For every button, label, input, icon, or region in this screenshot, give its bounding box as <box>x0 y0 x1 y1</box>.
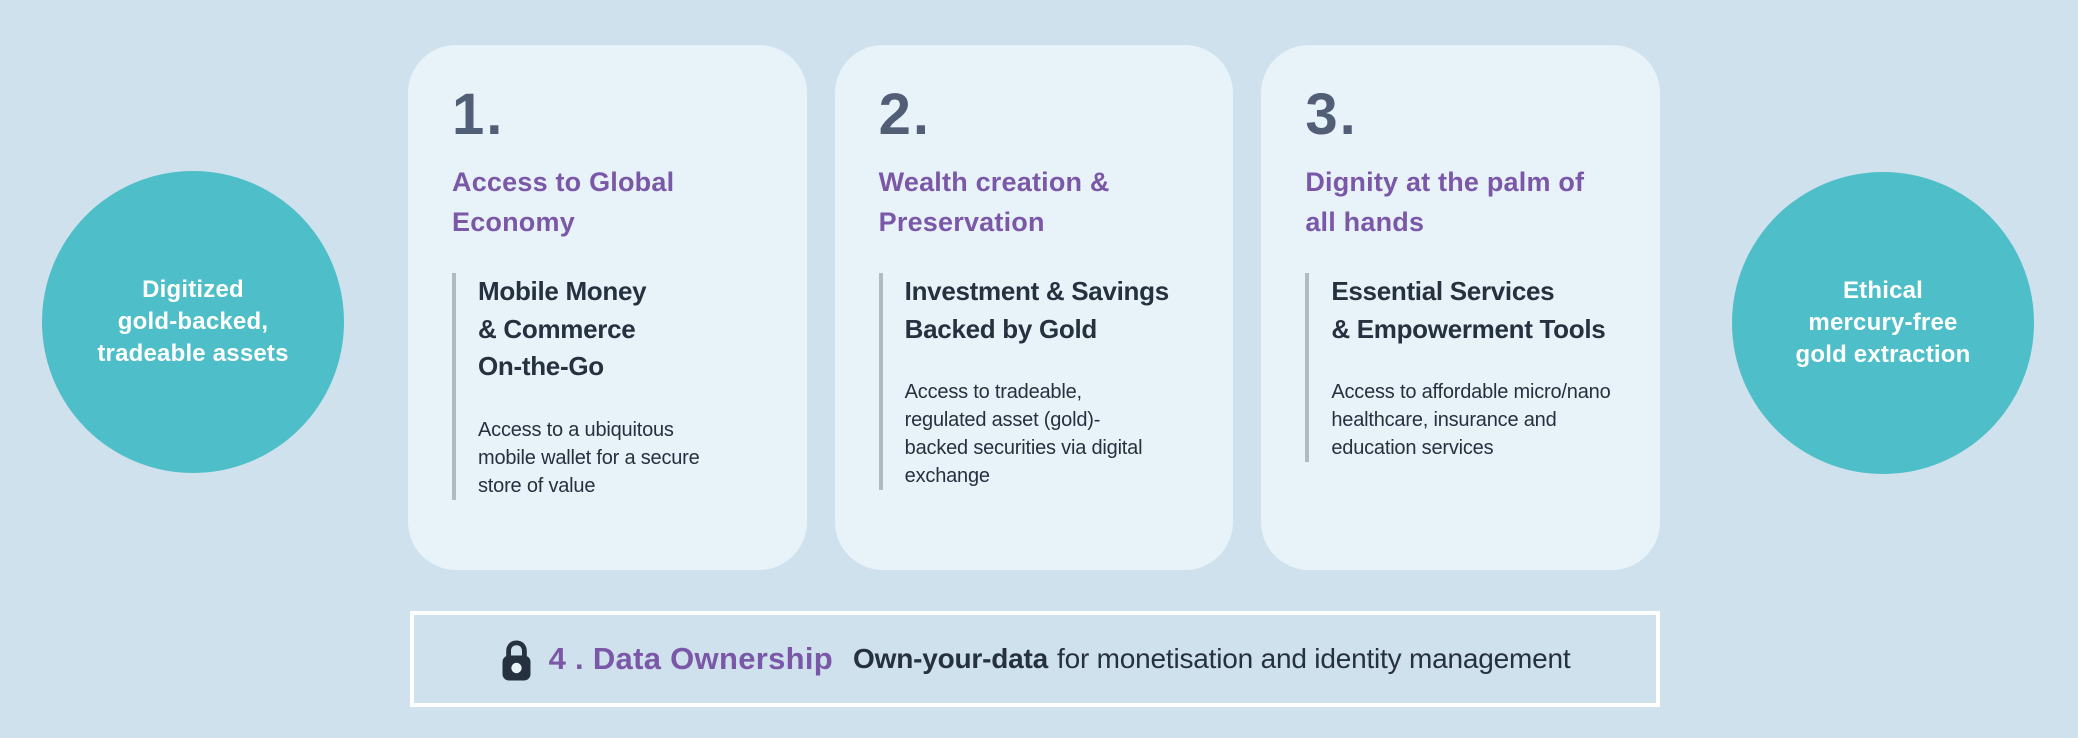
card-description: Access to a ubiquitous mobile wallet for… <box>478 418 700 497</box>
card-number: 3. <box>1305 82 1358 147</box>
banner-heading: 4 . Data Ownership <box>548 641 834 676</box>
card-subtitle: Essential Services & Empowerment Tools <box>1331 275 1606 344</box>
card-title: Wealth creation & Preservation <box>878 166 1110 238</box>
card-body: Investment & Savings Backed by Gold Acce… <box>878 272 1214 491</box>
card-number: 2. <box>878 82 932 147</box>
card-title: Dignity at the palm of all hands <box>1305 166 1585 238</box>
card-dignity: 3. Dignity at the palm of all hands Esse… <box>1261 45 1661 570</box>
card-description: Access to affordable micro/nano healthca… <box>1331 381 1611 460</box>
right-circle-ethical-extraction: Ethical mercury-free gold extraction <box>1732 172 2034 474</box>
banner-bold-text: Own-your-data <box>853 643 1049 674</box>
card-access-global-economy: 1. Access to Global Economy Mobile Money… <box>408 45 807 570</box>
banner-rest-text: for monetisation and identity management <box>1057 643 1571 674</box>
cards-row: 1. Access to Global Economy Mobile Money… <box>408 45 1661 570</box>
card-wealth-creation: 2. Wealth creation & Preservation Invest… <box>834 45 1234 570</box>
card-body: Mobile Money & Commerce On-the-Go Access… <box>452 272 787 500</box>
left-circle-digitized-assets: Digitized gold-backed, tradeable assets <box>42 171 344 473</box>
data-ownership-banner: 4 . Data Ownership Own-your-data for mon… <box>410 611 1660 707</box>
card-body: Essential Services & Empowerment Tools A… <box>1305 272 1640 463</box>
card-number: 1. <box>452 82 505 147</box>
lock-icon <box>502 640 531 680</box>
card-title: Access to Global Economy <box>452 166 675 238</box>
card-description: Access to tradeable, regulated asset (go… <box>904 381 1143 488</box>
card-subtitle: Investment & Savings Backed by Gold <box>904 275 1170 344</box>
left-circle-label: Digitized gold-backed, tradeable assets <box>97 275 289 368</box>
right-circle-label: Ethical mercury-free gold extraction <box>1795 276 1971 369</box>
card-subtitle: Mobile Money & Commerce On-the-Go <box>478 275 647 382</box>
